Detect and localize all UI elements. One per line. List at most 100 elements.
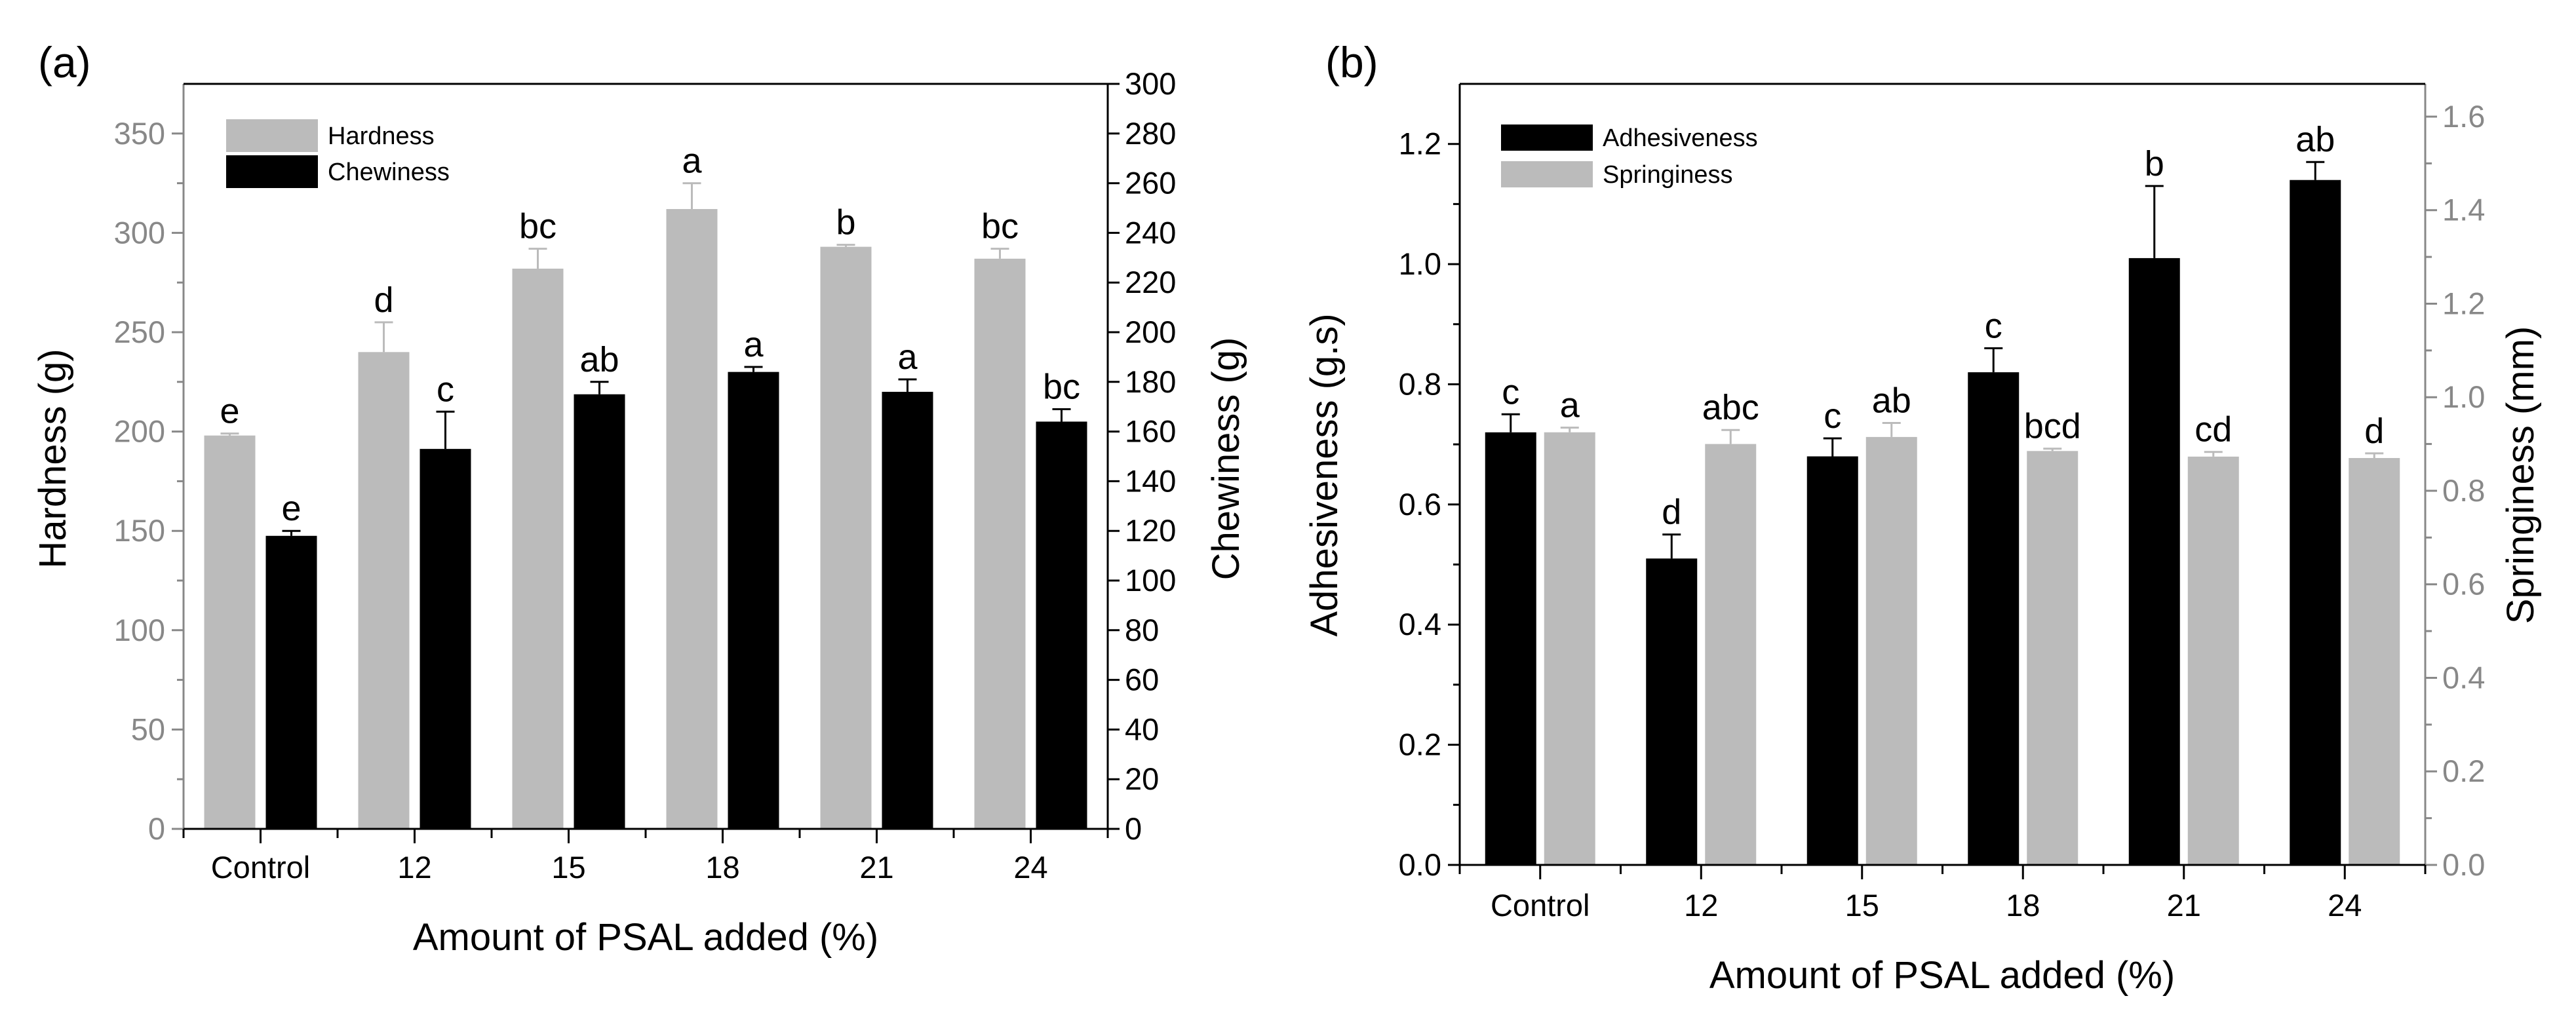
- legend-swatch: [226, 155, 318, 188]
- bar: [974, 258, 1026, 829]
- significance-letter: bc: [519, 207, 556, 246]
- right-tick-label: 0.8: [2442, 473, 2485, 508]
- bar: [1544, 432, 1595, 865]
- bar: [882, 391, 933, 829]
- bar: [1968, 372, 2020, 865]
- category-label: 12: [1684, 888, 1718, 923]
- significance-letter: c: [1502, 372, 1519, 411]
- left-tick-label: 0.0: [1399, 847, 1441, 882]
- bar: [2128, 258, 2180, 865]
- right-tick-label: 0.0: [2442, 847, 2485, 882]
- right-tick-label: 280: [1125, 116, 1176, 151]
- significance-letter: ab: [1872, 381, 1911, 420]
- right-tick-label: 180: [1125, 364, 1176, 399]
- right-tick-label: 1.2: [2442, 286, 2485, 320]
- bar: [1806, 456, 1858, 865]
- significance-letter: a: [743, 325, 764, 364]
- category-label: Control: [211, 850, 311, 885]
- right-tick-label: 140: [1125, 463, 1176, 498]
- bar: [358, 352, 410, 829]
- significance-letter: abc: [1702, 388, 1759, 427]
- significance-letter: b: [836, 203, 855, 242]
- legend-label: Hardness: [328, 123, 435, 150]
- right-tick-label: 200: [1125, 315, 1176, 349]
- legend-swatch: [226, 119, 318, 152]
- significance-letter: bc: [981, 207, 1019, 246]
- right-tick-label: 300: [1125, 66, 1176, 101]
- significance-letter: d: [1662, 493, 1681, 532]
- x-axis-title: Amount of PSAL added (%): [413, 916, 878, 959]
- legend-label: Adhesiveness: [1603, 124, 1758, 152]
- category-label: 15: [1845, 888, 1879, 923]
- bar: [1705, 444, 1757, 865]
- significance-letter: c: [437, 370, 454, 409]
- right-tick-label: 1.6: [2442, 99, 2485, 134]
- significance-letter: a: [1560, 386, 1580, 425]
- right-tick-label: 0: [1125, 811, 1142, 846]
- category-label: 18: [2006, 888, 2040, 923]
- right-tick-label: 0.6: [2442, 567, 2485, 602]
- category-label: 15: [551, 850, 585, 885]
- category-label: 18: [705, 850, 739, 885]
- left-tick-label: 1.0: [1399, 246, 1441, 281]
- bar: [204, 435, 256, 829]
- category-label: 21: [2167, 888, 2201, 923]
- right-tick-label: 100: [1125, 563, 1176, 598]
- significance-letter: bc: [1043, 367, 1080, 406]
- bar: [2349, 458, 2400, 865]
- left-tick-label: 50: [131, 712, 165, 746]
- bar: [512, 268, 564, 829]
- left-tick-label: 250: [114, 315, 165, 349]
- right-tick-label: 0.2: [2442, 754, 2485, 788]
- bar: [420, 449, 471, 829]
- significance-letter: e: [281, 489, 301, 528]
- category-label: 21: [859, 850, 893, 885]
- right-tick-label: 60: [1125, 662, 1159, 697]
- right-tick-label: 260: [1125, 166, 1176, 201]
- significance-letter: c: [1824, 396, 1841, 436]
- left-tick-label: 0.8: [1399, 366, 1441, 401]
- right-axis-title: Springiness (mm): [2499, 326, 2542, 624]
- bar: [728, 372, 779, 829]
- left-tick-label: 1.2: [1399, 126, 1441, 161]
- right-tick-label: 1.0: [2442, 379, 2485, 414]
- legend-label: Chewiness: [328, 159, 450, 186]
- bar: [574, 394, 625, 829]
- right-tick-label: 0.4: [2442, 660, 2485, 695]
- right-tick-label: 160: [1125, 414, 1176, 449]
- right-tick-label: 80: [1125, 613, 1159, 647]
- bar: [666, 209, 718, 829]
- legend-swatch: [1501, 124, 1593, 151]
- bar: [2290, 180, 2341, 865]
- category-label: 24: [1013, 850, 1047, 885]
- bar: [1865, 436, 1917, 865]
- bar: [820, 246, 872, 829]
- right-tick-label: 20: [1125, 761, 1159, 796]
- left-axis-title: Adhesiveness (g.s): [1303, 313, 1346, 636]
- significance-letter: cd: [2195, 410, 2232, 449]
- left-tick-label: 0.6: [1399, 487, 1441, 522]
- bar: [2187, 456, 2239, 865]
- left-tick-label: 300: [114, 215, 165, 250]
- significance-letter: d: [2364, 411, 2384, 451]
- left-tick-label: 0: [148, 811, 165, 846]
- panel-label: (a): [38, 38, 91, 86]
- category-label: Control: [1491, 888, 1590, 923]
- bar: [1646, 558, 1698, 865]
- significance-letter: bcd: [2024, 407, 2081, 446]
- significance-letter: a: [682, 142, 702, 181]
- significance-letter: d: [374, 280, 393, 320]
- left-tick-label: 0.4: [1399, 607, 1441, 641]
- left-axis-title: Hardness (g): [31, 349, 74, 568]
- bar: [1036, 421, 1087, 829]
- bar: [2027, 451, 2078, 865]
- significance-letter: ab: [2295, 120, 2335, 159]
- left-tick-label: 200: [114, 414, 165, 449]
- left-tick-label: 350: [114, 116, 165, 151]
- category-label: 24: [2328, 888, 2362, 923]
- right-tick-label: 40: [1125, 712, 1159, 746]
- right-tick-label: 120: [1125, 513, 1176, 548]
